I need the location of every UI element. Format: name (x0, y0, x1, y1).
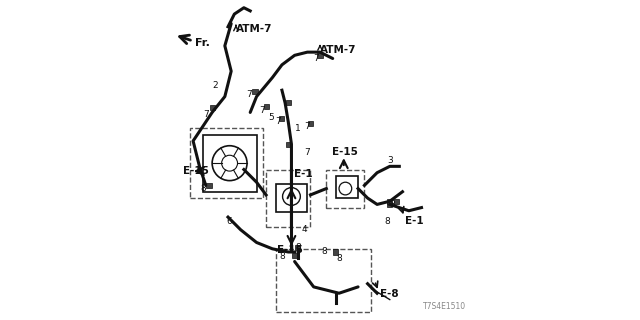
Text: 7: 7 (246, 91, 252, 100)
Text: 8: 8 (321, 247, 326, 257)
Text: 7: 7 (305, 148, 310, 156)
Text: 6: 6 (227, 217, 232, 226)
Text: ATM-7: ATM-7 (236, 24, 273, 34)
Text: E-15: E-15 (277, 245, 303, 255)
Text: 7: 7 (313, 54, 319, 63)
Bar (276, 249, 371, 312)
Text: E-15: E-15 (332, 147, 358, 157)
Text: 7: 7 (204, 109, 209, 118)
Text: 7: 7 (259, 106, 265, 115)
Text: 8: 8 (280, 252, 285, 261)
Text: 5: 5 (268, 113, 274, 122)
Bar (280, 116, 284, 121)
Text: 8: 8 (296, 243, 301, 252)
Text: 8: 8 (337, 254, 342, 263)
Text: ATM-7: ATM-7 (320, 44, 356, 55)
Text: E-1: E-1 (294, 169, 312, 179)
Bar (326, 170, 364, 208)
Bar (292, 252, 297, 258)
Bar (264, 104, 269, 108)
Bar (317, 53, 323, 58)
Bar (285, 100, 291, 105)
Text: E-1: E-1 (405, 216, 424, 226)
Bar (333, 250, 339, 254)
Bar (387, 199, 392, 204)
Text: 7: 7 (304, 122, 310, 131)
Text: Fr.: Fr. (195, 38, 209, 48)
Bar (308, 121, 313, 126)
Text: 8: 8 (389, 200, 395, 209)
Text: E-8: E-8 (380, 289, 398, 299)
Text: 4: 4 (301, 225, 307, 234)
Bar (285, 142, 291, 147)
Bar (387, 202, 392, 207)
Bar (210, 105, 214, 110)
Text: 3: 3 (387, 156, 393, 164)
Text: 8: 8 (385, 217, 390, 226)
Text: T7S4E1510: T7S4E1510 (423, 302, 466, 311)
Text: 2: 2 (212, 81, 218, 90)
Text: 7: 7 (275, 117, 281, 126)
Text: 8: 8 (200, 184, 206, 193)
Bar (190, 128, 263, 198)
Bar (207, 183, 211, 188)
Bar (252, 89, 257, 94)
Bar (295, 245, 300, 250)
Bar (394, 199, 399, 204)
Text: 1: 1 (295, 124, 301, 133)
Bar (266, 170, 310, 227)
Text: E-15: E-15 (183, 166, 209, 176)
